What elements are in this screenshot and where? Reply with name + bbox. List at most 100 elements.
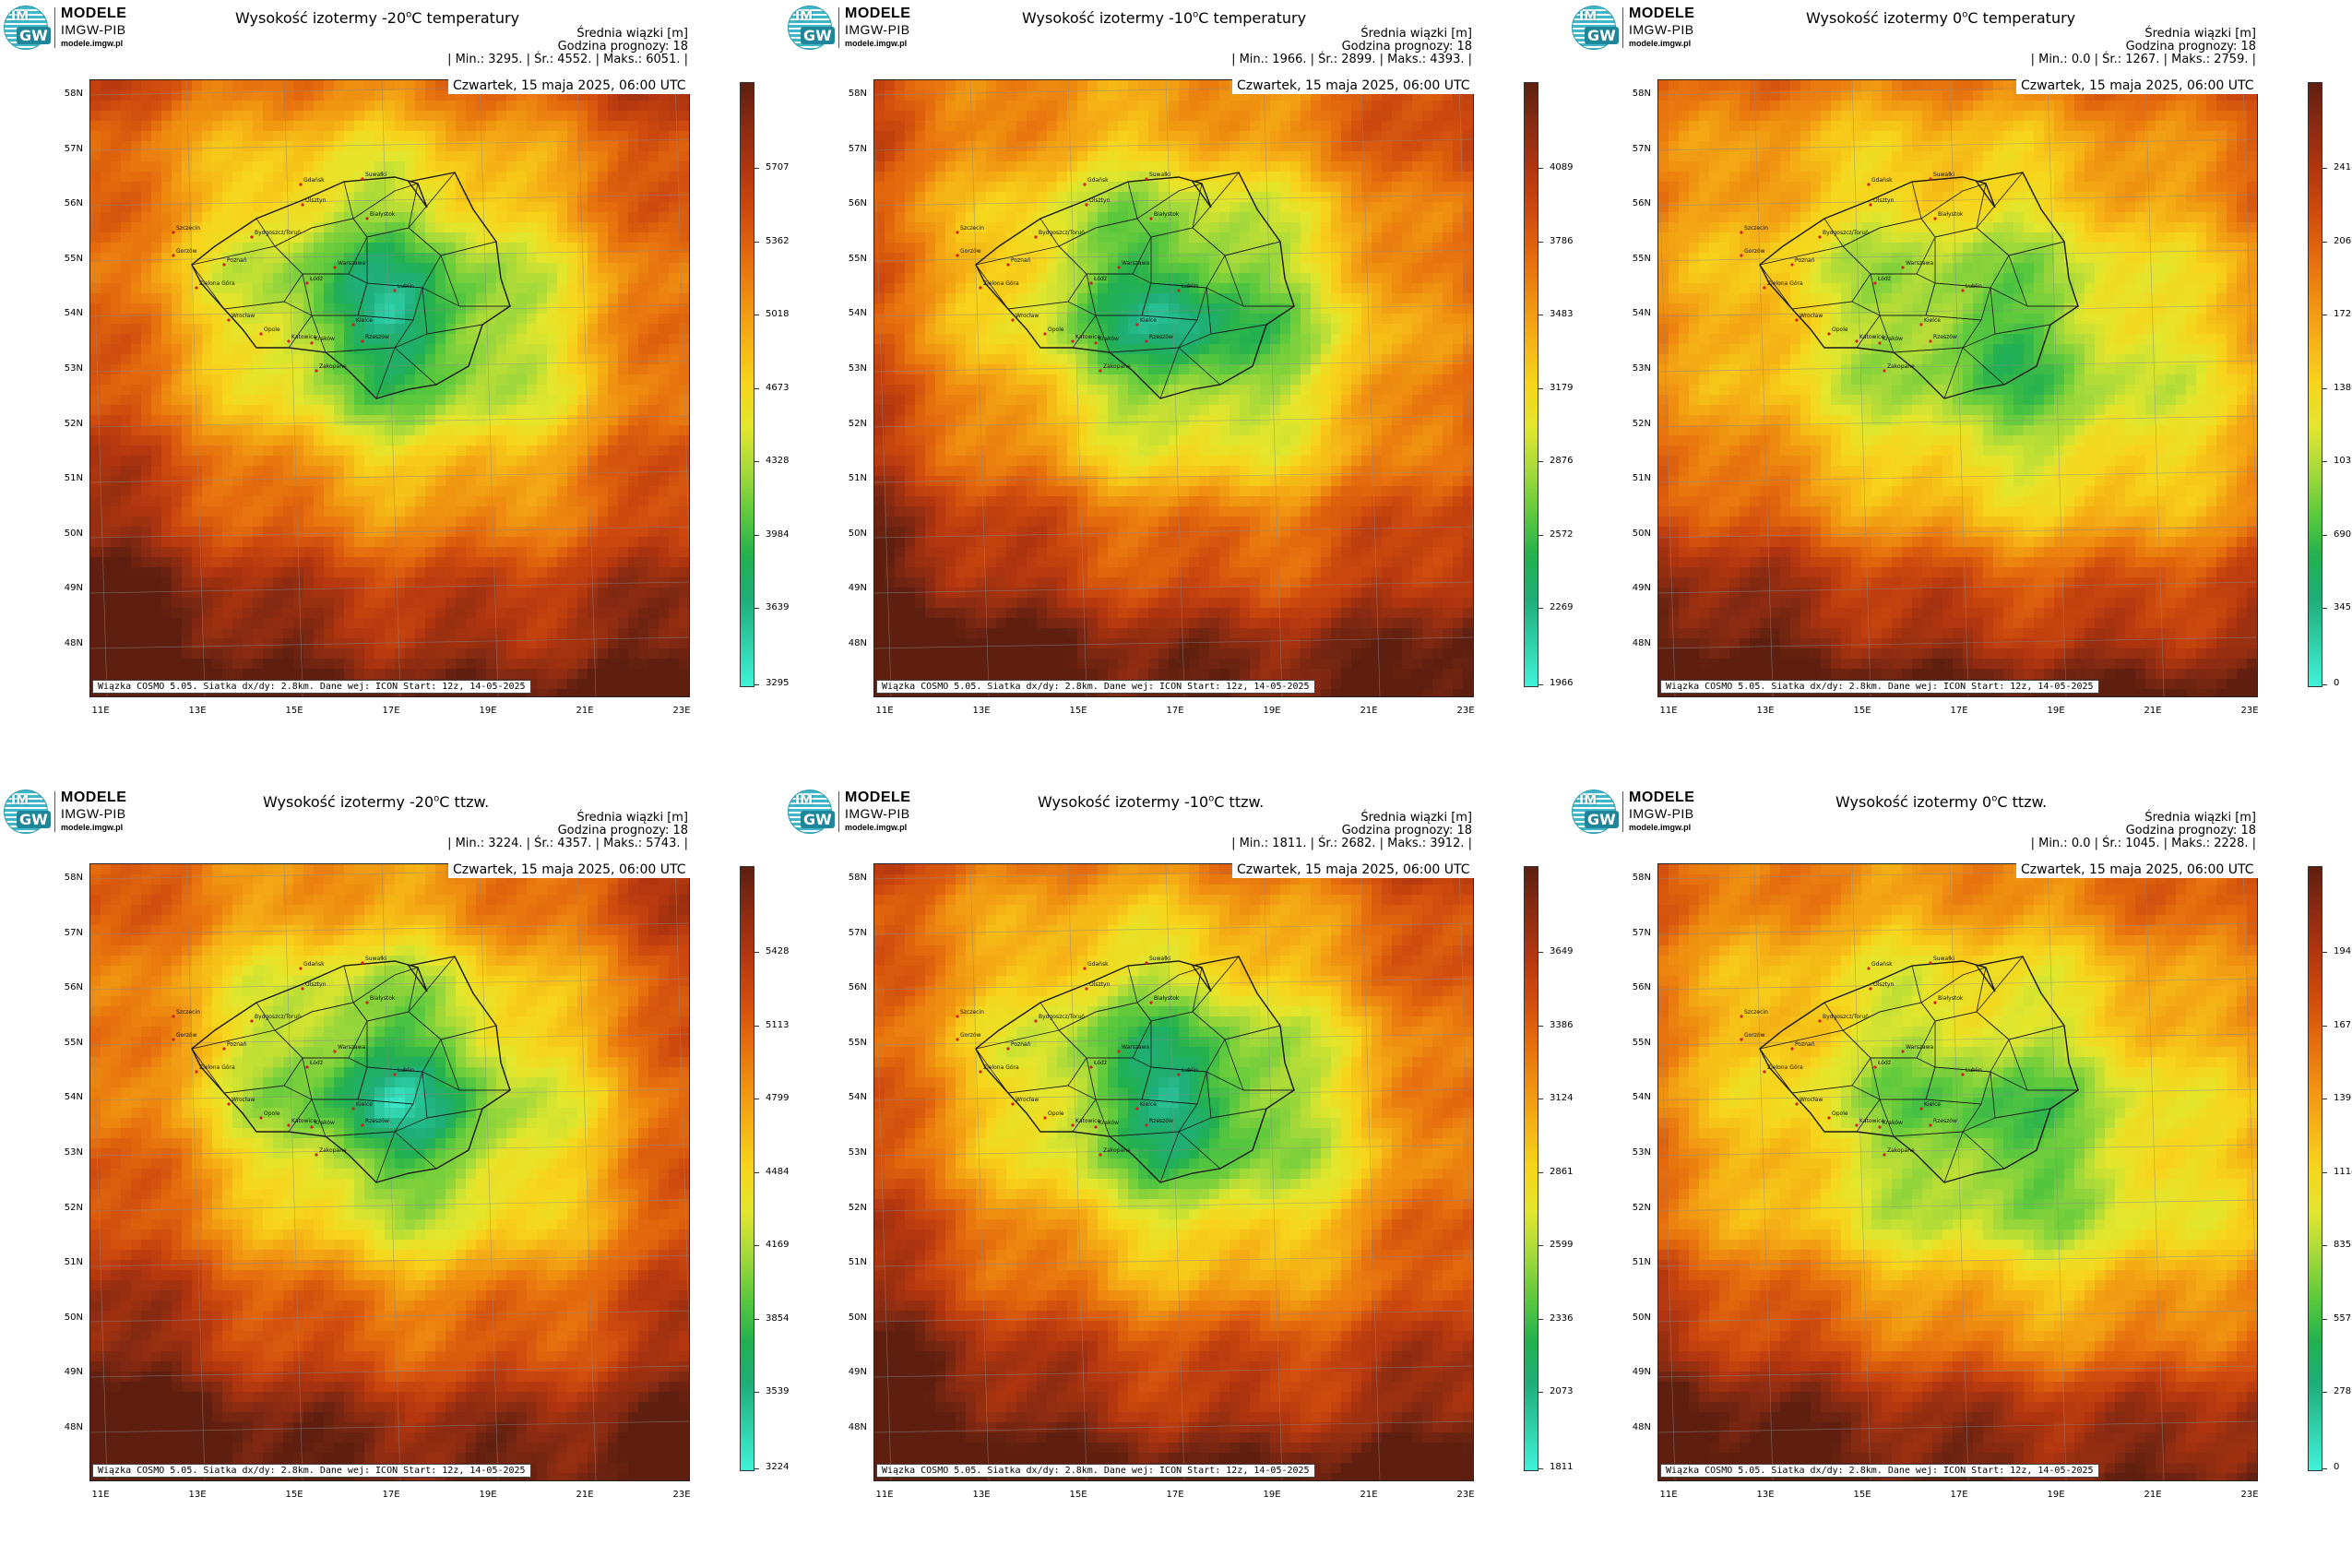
city-label: Rzeszów xyxy=(1933,334,1957,340)
max-label: | Maks.: xyxy=(2164,53,2211,66)
longitude-label: 17E xyxy=(1945,1490,1973,1500)
colorbar-tick xyxy=(754,1468,759,1469)
city-label: Szczecin xyxy=(1744,225,1768,232)
colorbar-tick xyxy=(754,241,759,243)
longitude-label: 13E xyxy=(1752,1490,1779,1500)
city-label: Wrocław xyxy=(232,313,255,319)
city-marker xyxy=(195,286,198,290)
field-svg: Gdańsk Suwałki Olsztyn Szczecin Białystok Byd… xyxy=(874,864,1473,1480)
map-area: Gdańsk Suwałki Olsztyn Szczecin Białystok Byd… xyxy=(89,79,690,697)
city-label: Łódź xyxy=(309,276,323,282)
logo-line3: modele.imgw.pl xyxy=(61,39,123,48)
min-value: 0.0 xyxy=(2072,837,2091,850)
longitude-gridline xyxy=(1658,915,1676,1480)
model-footer: Wiązka COSMO 5.05. Siatka dx/dy: 2.8km. … xyxy=(876,1464,1315,1478)
latitude-gridline xyxy=(874,1199,1473,1212)
map-area: Gdańsk Suwałki Olsztyn Szczecin Białystok Byd… xyxy=(89,863,690,1481)
latitude-gridline xyxy=(1658,1033,2257,1046)
city-marker xyxy=(1855,1123,1859,1127)
city-marker xyxy=(1961,1073,1965,1076)
longitude-gridline xyxy=(2047,80,2067,696)
colorbar-tick xyxy=(2322,1392,2327,1393)
longitude-label: 23E xyxy=(668,1490,695,1500)
city-label: Bydgoszcz/Toruń xyxy=(255,230,301,236)
city-label: Opole xyxy=(264,327,280,333)
colorbar-tick-label: 690 xyxy=(2334,529,2351,540)
title-degree: o xyxy=(1991,794,1997,804)
colorbar-tick-label: 2876 xyxy=(1550,456,1573,466)
latitude-gridline xyxy=(1658,636,2257,649)
latitude-gridline xyxy=(90,1033,689,1046)
longitude-gridline xyxy=(90,915,108,1480)
city-label: Poznań xyxy=(1795,257,1815,264)
colorbar-tick xyxy=(2322,168,2327,169)
latitude-label: 57N xyxy=(1620,144,1651,154)
poland-border xyxy=(1759,956,2079,1183)
latitude-label: 51N xyxy=(836,473,867,483)
city-marker xyxy=(1145,1123,1148,1127)
colorbar-tick xyxy=(2322,461,2327,462)
longitude-gridline xyxy=(1360,864,1381,1480)
longitude-label: 17E xyxy=(377,706,405,716)
latitude-label: 55N xyxy=(836,254,867,264)
latitude-gridline xyxy=(1658,1420,2257,1433)
imgw-logo-mark: IM GW xyxy=(788,6,835,50)
city-label: Zielona Góra xyxy=(1767,280,1803,287)
longitude-gridline xyxy=(1753,864,1774,1480)
latitude-label: 57N xyxy=(52,144,83,154)
title-main: Wysokość izotermy -10 xyxy=(1022,9,1193,27)
latitude-label: 51N xyxy=(1620,1257,1651,1267)
min-value: 3224. xyxy=(488,837,522,850)
colorbar-tick-label: 1966 xyxy=(1550,678,1573,688)
colorbar-tick xyxy=(754,461,759,462)
longitude-label: 11E xyxy=(871,706,898,716)
city-marker xyxy=(1790,263,1794,267)
longitude-gridline xyxy=(2047,864,2067,1480)
stats-line: | Min.: 3295. | Śr.: 4552. | Maks.: 6051… xyxy=(447,53,688,66)
city-marker xyxy=(1933,217,1937,220)
stats-end: | xyxy=(684,53,688,66)
logo-line3: modele.imgw.pl xyxy=(845,823,907,832)
colorbar-tick xyxy=(1538,387,1543,389)
colorbar-tick xyxy=(1538,241,1543,243)
longitude-gridline xyxy=(2144,864,2165,1480)
avg-label: | Śr.: xyxy=(1311,53,1337,66)
longitude-gridline xyxy=(1263,864,1283,1480)
longitude-label: 17E xyxy=(1161,1490,1189,1500)
voivodeship-border xyxy=(1759,245,1871,310)
title-degree: o xyxy=(1962,10,1967,20)
avg-label: | Śr.: xyxy=(2095,53,2121,66)
city-marker xyxy=(227,1102,231,1106)
latitude-gridline xyxy=(90,1365,689,1378)
latitude-label: 49N xyxy=(836,583,867,593)
city-label: Bydgoszcz/Toruń xyxy=(1823,230,1869,236)
city-marker xyxy=(333,1050,337,1053)
logo-line3: modele.imgw.pl xyxy=(61,823,123,832)
city-marker xyxy=(250,1019,254,1023)
city-label: Katowice xyxy=(1859,1118,1884,1124)
longitude-gridline xyxy=(283,864,303,1480)
longitude-label: 13E xyxy=(184,1490,211,1500)
city-marker xyxy=(1006,1047,1010,1051)
latitude-label: 53N xyxy=(52,363,83,374)
city-marker xyxy=(1929,1123,1932,1127)
model-footer: Wiązka COSMO 5.05. Siatka dx/dy: 2.8km. … xyxy=(876,680,1315,694)
city-label: Zielona Góra xyxy=(983,1064,1019,1071)
longitude-label: 23E xyxy=(1452,706,1479,716)
colorbar-tick-label: 3179 xyxy=(1550,383,1573,393)
longitude-label: 23E xyxy=(1452,1490,1479,1500)
logo-line1: MODELE xyxy=(61,6,126,22)
stats-end: | xyxy=(2252,53,2256,66)
city-marker xyxy=(956,231,959,234)
stats-header: Średnia wiązki [m] xyxy=(2031,812,2256,825)
city-marker xyxy=(1763,286,1766,290)
latitude-gridline xyxy=(1658,415,2257,428)
city-marker xyxy=(333,266,337,269)
stats-end: | xyxy=(1468,837,1472,850)
longitude-gridline xyxy=(479,864,499,1480)
city-label: Suwałki xyxy=(1933,956,1954,962)
model-footer: Wiązka COSMO 5.05. Siatka dx/dy: 2.8km. … xyxy=(92,680,531,694)
city-label: Łódź xyxy=(1877,276,1891,282)
latitude-label: 48N xyxy=(1620,638,1651,648)
map-area: Gdańsk Suwałki Olsztyn Szczecin Białystok Byd… xyxy=(873,79,1474,697)
